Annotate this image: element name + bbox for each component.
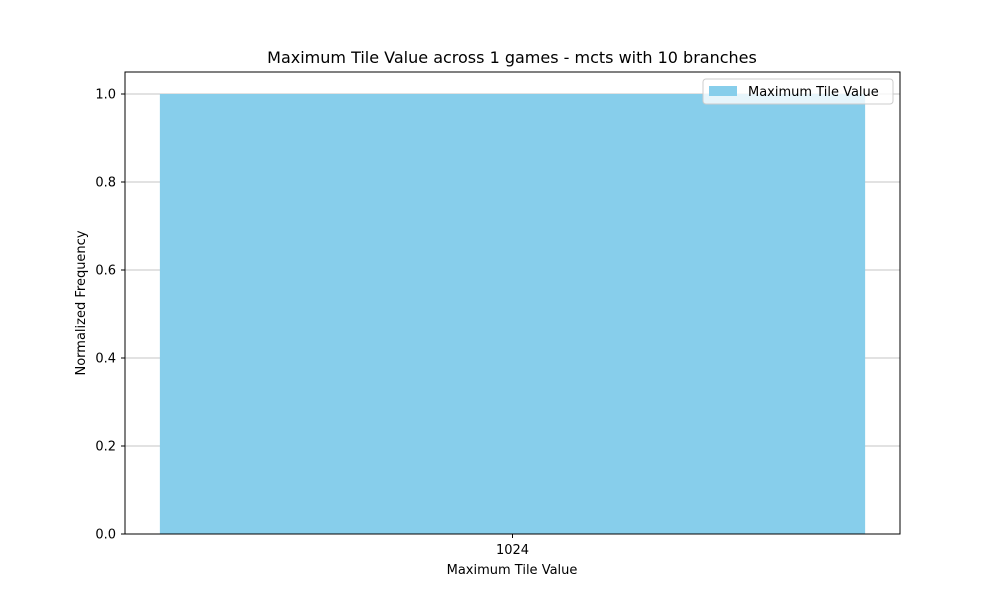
- y-tick-label: 0.0: [95, 528, 116, 543]
- x-axis-ticks: 1024: [496, 534, 529, 558]
- legend-box: [702, 78, 894, 105]
- x-axis-label: Maximum Tile Value: [447, 563, 578, 578]
- bar: [159, 94, 866, 534]
- y-tick-label: 1.0: [95, 88, 116, 103]
- y-tick-label: 0.4: [95, 352, 116, 367]
- x-tick-label: 1024: [496, 543, 529, 558]
- y-axis-label: Normalized Frequency: [74, 230, 89, 375]
- y-tick-label: 0.2: [95, 440, 116, 455]
- bars: [159, 94, 866, 534]
- y-axis-ticks: 0.0 0.2 0.4 0.6 0.8 1.0: [95, 88, 125, 543]
- legend-label: Maximum Tile Value: [748, 85, 879, 100]
- chart-title: Maximum Tile Value across 1 games - mcts…: [267, 48, 757, 67]
- legend: Maximum Tile Value: [702, 78, 894, 105]
- legend-swatch: [709, 86, 737, 96]
- y-tick-label: 0.8: [95, 176, 116, 191]
- y-tick-label: 0.6: [95, 264, 116, 279]
